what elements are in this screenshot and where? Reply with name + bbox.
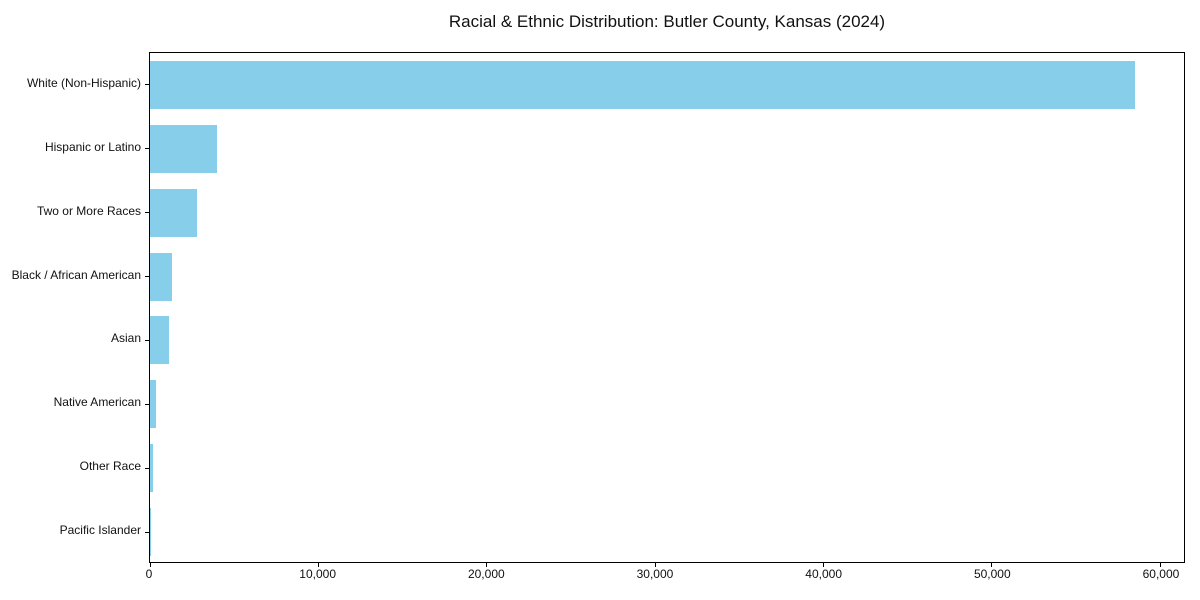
x-tick-label: 30,000 [636,567,674,581]
y-tick-label: Other Race [79,459,141,474]
y-tick-mark [145,148,150,150]
x-tick-mark [486,562,488,567]
y-tick-label: Pacific Islander [59,523,141,538]
x-tick-label: 50,000 [973,567,1011,581]
x-tick-label: 0 [145,567,153,581]
bar [150,124,218,173]
y-tick-label: Black / African American [11,267,141,282]
x-tick-mark [317,562,319,567]
bar [150,252,172,301]
y-tick-mark [145,84,150,86]
x-tick-mark [149,562,151,567]
y-tick-label: White (Non-Hispanic) [26,75,141,90]
y-tick-mark [145,467,150,469]
plot-area [145,52,1185,567]
chart-title: Racial & Ethnic Distribution: Butler Cou… [448,12,886,31]
y-tick-mark [145,339,150,341]
y-tick-label: Hispanic or Latino [44,139,141,154]
bar [150,188,198,237]
y-tick-mark [145,531,150,533]
x-tick-label: 20,000 [467,567,505,581]
x-tick-mark [1159,562,1161,567]
y-tick-label: Native American [53,395,141,410]
y-tick-label: Asian [110,331,141,346]
x-tick-label: 40,000 [805,567,842,581]
bar [150,316,170,365]
x-tick-mark [822,562,824,567]
y-tick-mark [145,403,150,405]
bar [150,60,1135,109]
y-tick-label: Two or More Races [36,203,141,218]
x-tick-mark [654,562,656,567]
bar [150,380,156,429]
bar [150,508,151,557]
x-tick-label: 10,000 [299,567,337,581]
bar [150,444,154,493]
y-tick-mark [145,276,150,278]
y-tick-mark [145,212,150,214]
x-tick-label: 60,000 [1142,567,1180,581]
x-tick-mark [991,562,993,567]
